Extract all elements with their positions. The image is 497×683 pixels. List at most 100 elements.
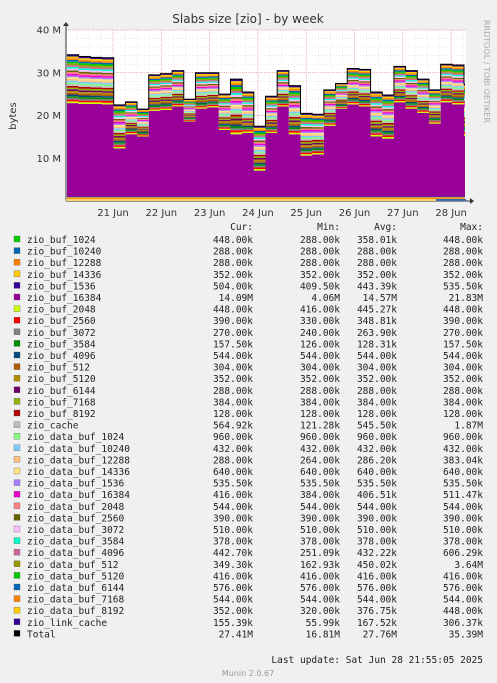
legend-avg: 576.00k [357,583,397,594]
legend-avg: 304.00k [357,363,397,374]
legend-min: 576.00k [300,583,340,594]
legend-cur: 544.00k [213,502,253,513]
legend-name: zio_data_buf_10240 [27,444,130,455]
legend-cur: 352.00k [213,270,253,281]
legend-name: zio_data_buf_3584 [27,537,125,548]
legend-name: zio_buf_7168 [27,397,96,408]
y-axis-arrow [63,22,69,26]
legend-cur: 416.00k [213,490,253,501]
legend-min: 510.00k [300,525,340,536]
legend-avg: 358.01k [357,235,397,246]
legend-name: zio_buf_14336 [27,270,102,281]
x-tick-label: 26 Jun [339,208,371,219]
legend-min: 384.00k [300,397,340,408]
legend-max: 510.00k [443,525,483,536]
legend-name: zio_buf_10240 [27,247,102,258]
legend-cur: 510.00k [213,525,253,536]
legend-cur: 390.00k [213,513,253,524]
legend-min: 544.00k [300,351,340,362]
legend-max: 448.00k [443,305,483,316]
legend-header-avg: Avg: [374,222,397,233]
legend-cur: 442.70k [213,548,253,559]
last-update: Last update: Sat Jun 28 21:55:05 2025 [271,655,483,666]
legend-max: 544.00k [443,595,483,606]
legend-max: 448.00k [443,606,483,617]
legend-swatch [13,282,21,289]
legend-max: 270.00k [443,328,483,339]
legend-swatch [13,583,21,591]
legend-max: 21.83M [449,293,484,304]
legend-max: 390.00k [443,316,483,327]
legend-swatch [13,351,21,359]
legend-avg: 416.00k [357,571,397,582]
legend-avg: 640.00k [357,467,397,478]
legend-cur: 504.00k [213,281,253,292]
legend-avg: 450.02k [357,560,397,571]
legend-max: 384.00k [443,397,483,408]
legend-name: zio_data_buf_7168 [27,595,125,606]
stacked-areas [67,54,465,201]
legend-cur: 544.00k [213,351,253,362]
legend-name: zio_data_buf_6144 [27,583,125,594]
legend-name: zio_buf_5120 [27,374,96,385]
legend-max: 448.00k [443,235,483,246]
legend-avg: 348.81k [357,316,397,327]
legend-swatch [13,363,21,370]
legend-swatch [13,235,21,243]
legend-max: 288.00k [443,247,483,258]
legend-min: 288.00k [300,386,340,397]
legend-swatch [13,479,21,486]
legend-cur: 27.41M [219,629,254,640]
legend-name: zio_buf_1536 [27,281,96,292]
legend-avg: 376.75k [357,606,397,617]
legend-cur: 157.50k [213,339,253,350]
legend-swatch [13,607,21,614]
legend-swatch [13,398,21,405]
legend-name: zio_data_buf_5120 [27,571,125,582]
legend-name: zio_data_buf_3072 [27,525,124,536]
x-tick-label: 23 Jun [194,208,226,219]
legend-name: zio_cache [27,421,79,432]
legend-min: 264.00k [300,455,340,466]
area-zio_buf_1536 [67,196,465,198]
legend-min: 378.00k [300,537,340,548]
legend-min: 16.81M [306,629,341,640]
area-zio_buf_12288 [67,198,465,200]
legend-cur: 448.00k [213,235,253,246]
legend-max: 306.37k [443,618,483,629]
legend-max: 511.47k [443,490,483,501]
legend-max: 416.00k [443,571,483,582]
legend-name: Total [27,629,56,640]
legend-header-cur: Cur: [230,222,253,233]
legend-max: 352.00k [443,270,483,281]
x-tick-label: 22 Jun [146,208,178,219]
legend-cur: 535.50k [213,479,253,490]
legend-cur: 349.30k [213,560,253,571]
legend-name: zio_buf_4096 [27,351,96,362]
legend-swatch [13,595,21,602]
legend-min: 121.28k [300,421,340,432]
legend-min: 304.00k [300,363,340,374]
legend-swatch [13,572,21,579]
legend-name: zio_data_buf_1536 [27,479,125,490]
legend-name: zio_buf_2560 [27,316,96,327]
legend-avg: 288.00k [357,247,397,258]
legend-avg: 510.00k [357,525,397,536]
x-tick-label: 24 Jun [242,208,274,219]
chart-title: Slabs size [zio] - by week [172,12,323,26]
legend-max: 383.04k [443,455,483,466]
legend-cur: 448.00k [213,305,253,316]
legend-name: zio_data_buf_12288 [27,455,130,466]
legend-avg: 384.00k [357,397,397,408]
legend-min: 640.00k [300,467,340,478]
legend-min: 432.00k [300,444,340,455]
legend-min: 544.00k [300,595,340,606]
legend-swatch [13,630,21,637]
legend-name: zio_buf_1024 [27,235,96,246]
legend-min: 384.00k [300,490,340,501]
legend-avg: 27.76M [363,629,398,640]
legend-swatch [13,491,21,498]
legend-avg: 263.90k [357,328,397,339]
legend-cur: 378.00k [213,537,253,548]
x-tick-label: 21 Jun [97,208,129,219]
